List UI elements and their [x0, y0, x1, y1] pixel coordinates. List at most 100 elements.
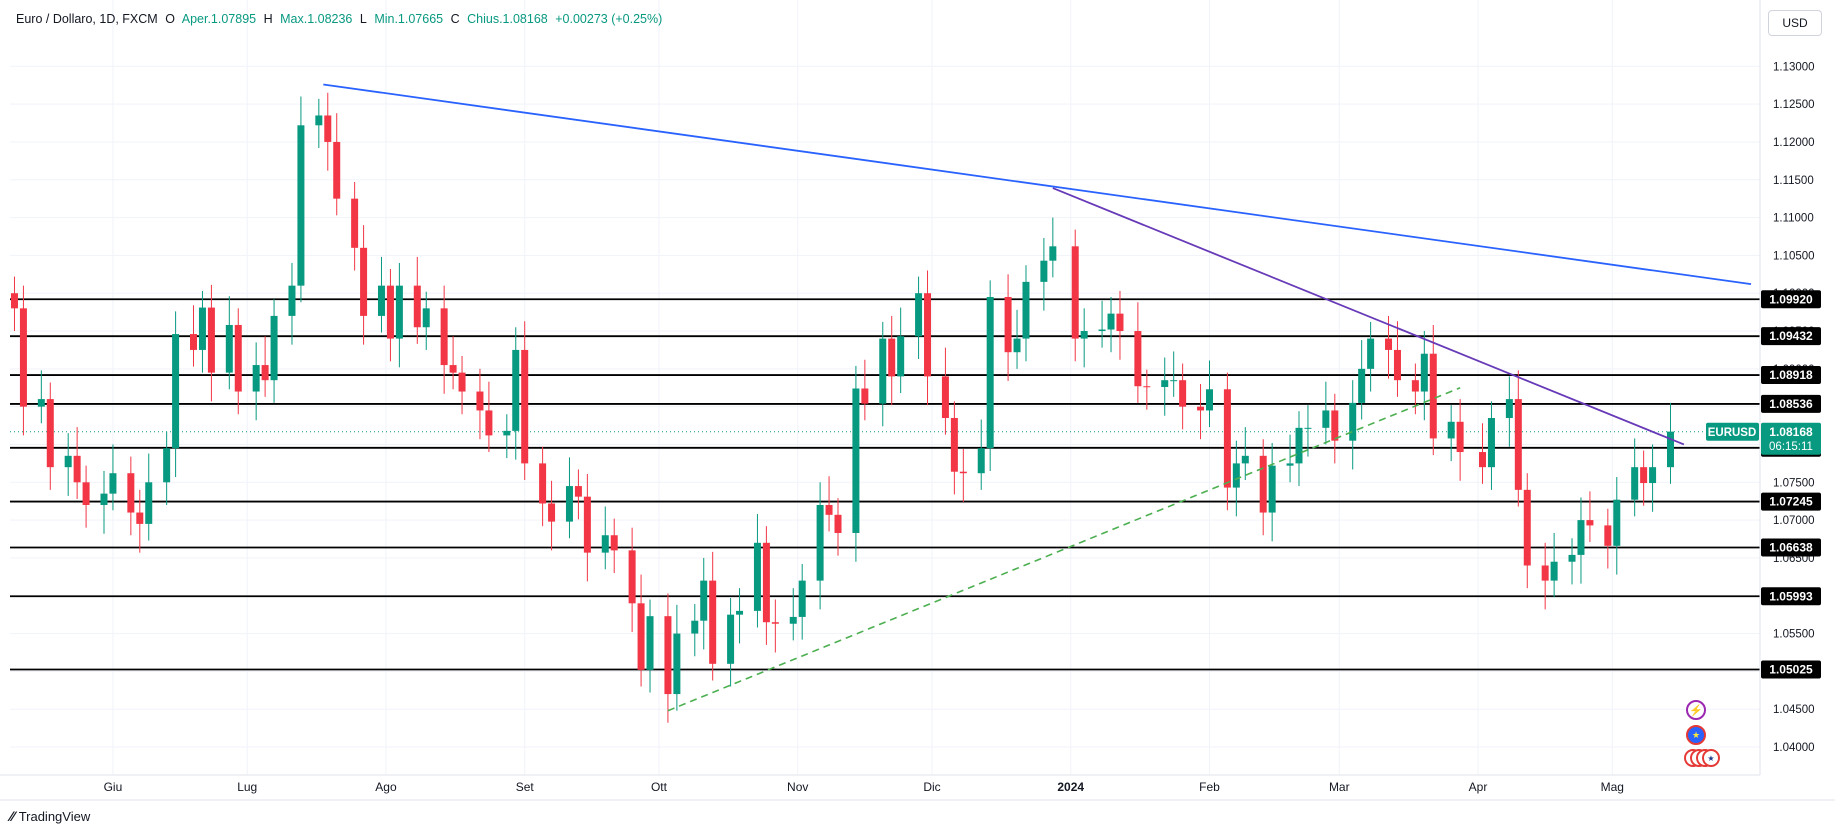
candle-up — [1367, 338, 1375, 369]
candle-up — [977, 448, 985, 474]
time-axis[interactable]: Giu Lug Ago Set Ott Nov Dic 2024 Feb Mar Apr Mag — [0, 774, 1835, 801]
candle-down — [19, 308, 27, 407]
candle-up — [1304, 427, 1312, 429]
candle-up — [503, 430, 511, 436]
price-tick-label: 1.07500 — [1773, 477, 1815, 489]
candle-down — [1134, 331, 1142, 387]
price-tick-label: 1.10500 — [1773, 250, 1815, 262]
candle-down — [1541, 565, 1549, 581]
candle-down — [1456, 421, 1464, 453]
candle-down — [1586, 520, 1594, 526]
low-label: L — [359, 12, 367, 26]
candle-up — [172, 334, 180, 449]
eu-flag-event-icon[interactable]: ★ — [1686, 725, 1706, 745]
candle-down — [628, 550, 636, 604]
symbol-badge-label: EURUSD — [1708, 427, 1757, 439]
candle-down — [1640, 467, 1648, 484]
candle-down — [360, 247, 368, 316]
low-value: Min.1.07665 — [374, 12, 444, 26]
change-value: +0.00273 (+0.25%) — [555, 12, 663, 26]
candle-down — [1223, 389, 1231, 488]
trendline-purple — [1052, 187, 1685, 446]
level-badge-label: 1.05993 — [1769, 589, 1813, 603]
tradingview-logo[interactable]: ⁄⁄ TradingView — [10, 808, 90, 824]
candle-up — [145, 482, 153, 524]
candle-up — [986, 296, 994, 449]
candle-up — [646, 616, 654, 670]
candle-up — [1649, 467, 1657, 484]
candle-up — [852, 388, 860, 533]
candles — [10, 92, 1674, 723]
candle-up — [1040, 260, 1048, 282]
symbol-title: Euro / Dollaro, 1D, FXCM — [16, 12, 158, 26]
time-tick-label: 2024 — [1057, 780, 1084, 794]
candle-up — [1295, 427, 1303, 464]
candle-up — [109, 473, 117, 494]
candle-down — [521, 349, 529, 464]
time-tick-label: Mag — [1601, 780, 1624, 794]
candle-down — [637, 603, 645, 670]
candle-up — [1107, 313, 1115, 330]
level-badge — [1761, 538, 1821, 557]
level-badge — [1761, 366, 1821, 385]
open-label: O — [165, 12, 175, 26]
candle-down — [1179, 380, 1187, 407]
candle-up — [691, 620, 699, 634]
candle-down — [485, 410, 493, 436]
candle-up — [1550, 561, 1558, 581]
candle-down — [574, 486, 582, 497]
candle-up — [512, 349, 520, 431]
last-price-label: 1.08168 — [1769, 425, 1813, 439]
candle-up — [700, 580, 708, 621]
candle-up — [565, 486, 573, 522]
candle-up — [395, 285, 403, 339]
candle-up — [422, 308, 430, 328]
price-tick-label: 1.11000 — [1773, 213, 1814, 225]
candle-up — [1505, 399, 1513, 419]
candle-down — [73, 455, 81, 483]
candle-up — [100, 493, 108, 505]
candle-up — [915, 293, 923, 337]
candle-up — [1631, 467, 1639, 500]
level-badge-label: 1.08536 — [1769, 397, 1813, 411]
candle-up — [297, 125, 305, 286]
candle-down — [476, 391, 484, 411]
us-flag-event-icon[interactable]: ★ — [1702, 749, 1720, 767]
candle-down — [449, 365, 457, 373]
candle-up — [1420, 353, 1428, 392]
countdown-label: 06:15:11 — [1769, 441, 1813, 453]
candle-up — [1098, 329, 1106, 332]
candle-down — [1514, 399, 1522, 490]
candle-up — [1358, 368, 1366, 403]
candle-down — [1393, 349, 1401, 381]
candle-up — [64, 455, 72, 468]
price-tick-label: 1.04000 — [1773, 742, 1815, 754]
price-axis[interactable]: 1.040001.045001.050001.055001.060001.065… — [1759, 0, 1835, 835]
price-tick-label: 1.13000 — [1773, 61, 1815, 73]
candle-up — [1349, 402, 1357, 441]
close-label: C — [450, 12, 460, 26]
level-badge-label: 1.08918 — [1769, 368, 1813, 382]
candle-up — [1268, 465, 1276, 513]
candle-up — [879, 338, 887, 404]
lightning-event-icon[interactable]: ⚡ — [1686, 700, 1706, 720]
candle-up — [1049, 246, 1057, 261]
candle-up — [1013, 338, 1021, 353]
time-tick-label: Feb — [1199, 780, 1220, 794]
candle-up — [163, 448, 171, 483]
level-badge — [1761, 492, 1821, 511]
candle-down — [82, 482, 90, 505]
candle-down — [324, 115, 332, 142]
currency-button[interactable]: USD — [1768, 10, 1822, 36]
candle-down — [709, 580, 717, 664]
candle-down — [234, 324, 242, 392]
candle-down — [261, 365, 269, 381]
candle-down — [548, 503, 556, 522]
time-tick-label: Ago — [375, 780, 397, 794]
candle-up — [1022, 281, 1030, 339]
candle-up — [288, 285, 296, 316]
level-badges: 1.099201.094321.089181.085361.079561.072… — [1706, 290, 1821, 679]
candle-up — [1577, 520, 1585, 555]
candle-down — [351, 198, 359, 248]
